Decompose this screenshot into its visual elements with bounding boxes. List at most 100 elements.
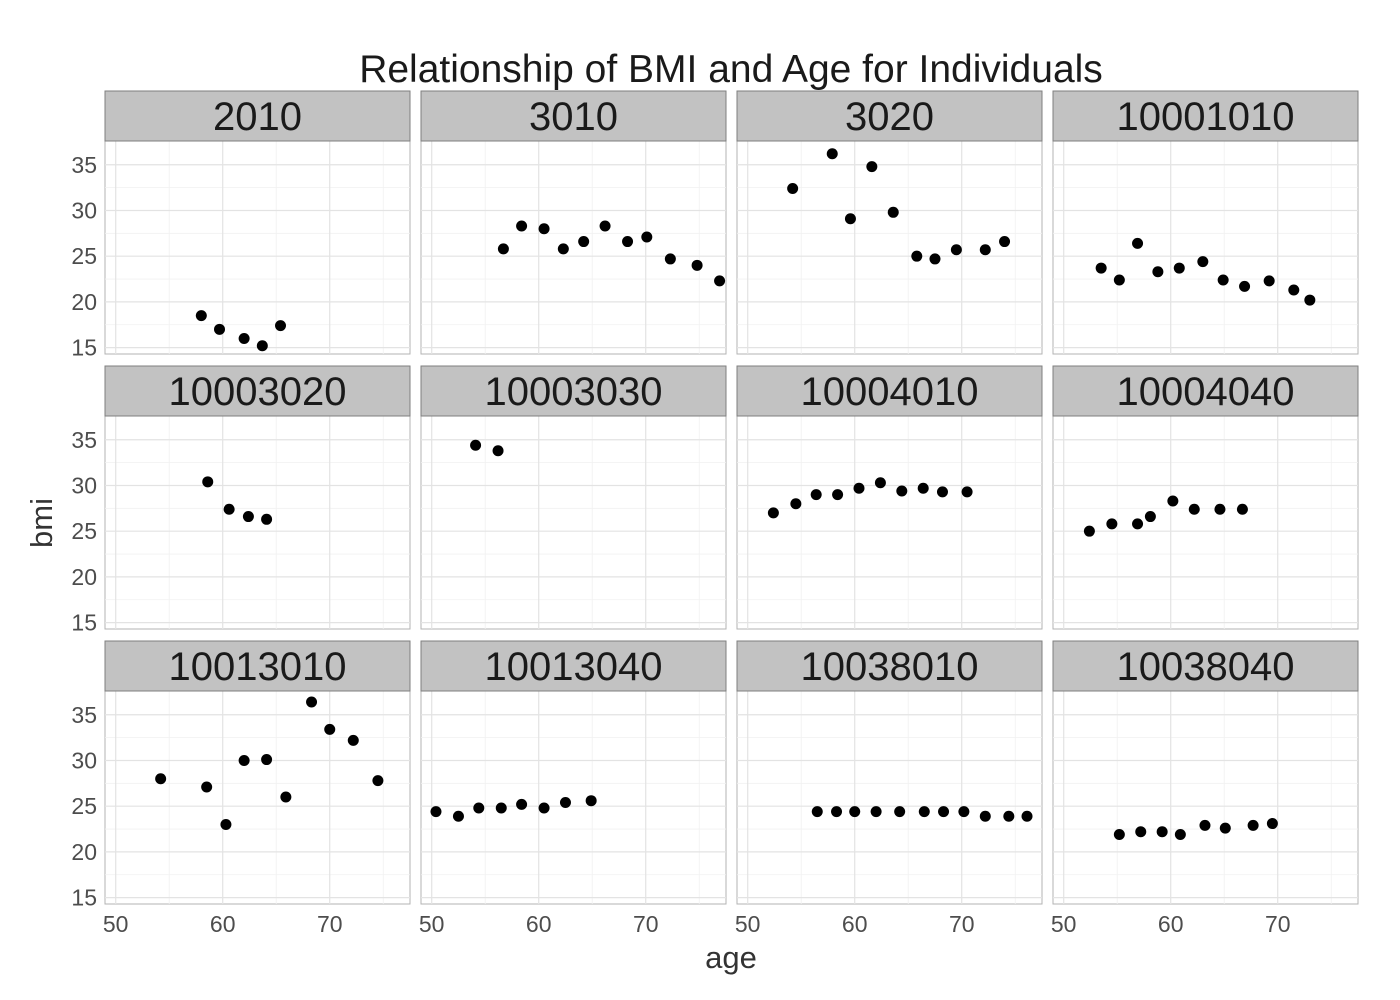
data-point (811, 806, 823, 818)
data-point (1288, 284, 1300, 296)
y-tick-label: 30 (71, 747, 97, 773)
facet-strip (104, 640, 411, 692)
data-point (516, 220, 528, 232)
data-point (831, 806, 843, 818)
facet-panel: 2010 15 20 25 30 35 (71, 90, 411, 361)
data-point (1266, 818, 1278, 830)
data-point (979, 810, 991, 822)
x-tick-label: 70 (633, 911, 659, 937)
facet-strip (736, 90, 1043, 142)
data-point (950, 244, 962, 256)
facet-strip-label: 10038040 (1117, 645, 1295, 689)
data-point (280, 791, 292, 803)
data-point (214, 323, 226, 335)
facet-strip-label: 10038010 (801, 645, 979, 689)
data-point (894, 806, 906, 818)
data-point (641, 231, 653, 243)
data-point (242, 511, 254, 523)
data-point (538, 223, 550, 235)
facet-panel: 3020 (736, 90, 1043, 355)
data-point (918, 806, 930, 818)
facet-strip-label: 2010 (213, 95, 302, 139)
data-point (599, 220, 611, 232)
facet-panel: 10013040 50 60 70 (419, 640, 727, 937)
data-point (492, 445, 504, 457)
data-point (372, 775, 384, 787)
data-point (1106, 518, 1118, 530)
facet-strip (1052, 640, 1359, 692)
data-point (347, 734, 359, 746)
data-point (622, 236, 634, 248)
data-point (1217, 274, 1229, 286)
data-point (238, 754, 250, 766)
data-point (495, 802, 507, 814)
data-point (664, 253, 676, 265)
facet-strip-label: 3020 (845, 95, 934, 139)
y-axis-title: bmi (24, 498, 59, 548)
data-point (1135, 826, 1147, 838)
data-point (979, 244, 991, 256)
data-point (870, 806, 882, 818)
data-point (261, 754, 273, 766)
data-point (1188, 503, 1200, 515)
y-tick-label: 25 (71, 518, 97, 544)
panel-background (1052, 690, 1359, 905)
data-point (887, 206, 899, 218)
data-point (1083, 525, 1095, 537)
y-tick-label: 15 (71, 885, 97, 911)
data-point (1021, 810, 1033, 822)
data-point (223, 503, 235, 515)
panel-background (104, 415, 411, 630)
data-point (911, 250, 923, 262)
y-tick-label: 25 (71, 793, 97, 819)
data-point (1113, 274, 1125, 286)
data-point (256, 340, 268, 352)
panel-background (420, 415, 727, 630)
data-point (767, 507, 779, 519)
chart-title: Relationship of BMI and Age for Individu… (359, 48, 1103, 91)
y-tick-label: 25 (71, 243, 97, 269)
facet-panel: 10038010 50 60 70 (735, 640, 1043, 937)
data-point (787, 183, 799, 195)
data-point (516, 798, 528, 810)
x-tick-label: 50 (735, 911, 761, 937)
facet-strip-label: 10004010 (801, 370, 979, 414)
x-tick-label: 70 (317, 911, 343, 937)
x-tick-label: 70 (1265, 911, 1291, 937)
data-point (238, 332, 250, 344)
data-point (790, 498, 802, 510)
data-point (261, 513, 273, 525)
x-tick-label: 70 (949, 911, 975, 937)
facet-strip-label: 10013040 (485, 645, 663, 689)
facet-strip-label: 3010 (529, 95, 618, 139)
data-point (1174, 829, 1186, 841)
x-tick-label: 60 (526, 911, 552, 937)
facet-strip (420, 640, 727, 692)
data-point (938, 806, 950, 818)
data-point (832, 489, 844, 501)
data-point (936, 486, 948, 498)
data-point (430, 806, 442, 818)
data-point (201, 781, 213, 793)
data-point (1132, 518, 1144, 530)
data-point (538, 802, 550, 814)
data-point (1095, 262, 1107, 274)
x-tick-label: 50 (103, 911, 129, 937)
y-tick-label: 35 (71, 702, 97, 728)
x-axis-title: age (705, 940, 757, 975)
data-point (691, 259, 703, 271)
y-tick-label: 15 (71, 335, 97, 361)
data-point (844, 213, 856, 225)
data-point (1167, 495, 1179, 507)
data-point (195, 310, 207, 322)
y-tick-label: 35 (71, 152, 97, 178)
y-tick-label: 30 (71, 472, 97, 498)
data-point (473, 802, 485, 814)
panel-background (1052, 415, 1359, 630)
facet-strip-label: 10004040 (1117, 370, 1295, 414)
data-point (866, 161, 878, 173)
data-point (1144, 511, 1156, 523)
facet-strip (104, 365, 411, 417)
facet-strip (1052, 365, 1359, 417)
